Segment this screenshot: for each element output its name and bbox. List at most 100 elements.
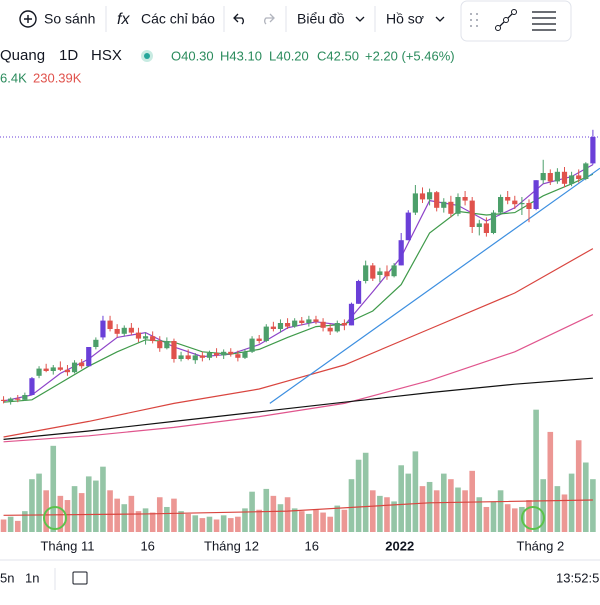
- volume-bar: [476, 497, 483, 532]
- volume-bar: [590, 479, 596, 532]
- range-button[interactable]: 5n: [0, 570, 14, 585]
- volume-bar: [171, 498, 177, 532]
- volume-ma-value: 230.39K: [33, 70, 82, 85]
- event-marker[interactable]: [521, 506, 545, 530]
- candle-body: [64, 369, 71, 373]
- volume-bar: [448, 479, 454, 532]
- volume-bar: [561, 494, 568, 532]
- redo-icon[interactable]: [264, 13, 275, 25]
- volume-bar: [7, 516, 14, 532]
- volume-bar: [185, 513, 191, 532]
- x-tick-label: 16: [304, 538, 318, 553]
- candle-body: [483, 223, 489, 233]
- candle-body: [178, 355, 184, 359]
- volume-bar: [306, 513, 312, 532]
- volume-bar: [213, 519, 220, 532]
- volume-bar: [242, 508, 248, 532]
- candle-body: [363, 265, 369, 281]
- x-tick-label: Tháng 11: [40, 538, 94, 553]
- compare-icon-plus: [24, 15, 32, 23]
- volume-bar: [433, 490, 440, 532]
- candle-body: [22, 395, 28, 400]
- volume-bar: [533, 409, 539, 532]
- candle-body: [93, 339, 99, 347]
- undo-icon[interactable]: [233, 13, 244, 25]
- profile-button[interactable]: Hồ sơ: [386, 11, 424, 27]
- volume-bar: [490, 501, 497, 532]
- volume-bar: [341, 509, 348, 532]
- volume-bar: [398, 465, 404, 532]
- volume-bar: [298, 511, 305, 532]
- candle-body: [192, 355, 198, 361]
- candle-body: [43, 368, 49, 371]
- candle-body: [547, 173, 553, 182]
- trendline-tool-dot: [495, 25, 501, 31]
- candle-body: [583, 163, 589, 179]
- candle-body: [29, 378, 35, 395]
- candle-body: [185, 355, 191, 359]
- volume-bar: [199, 518, 206, 532]
- volume-bar: [547, 431, 554, 532]
- candle-body: [391, 265, 397, 277]
- volume-bar: [575, 440, 582, 532]
- chevron: [435, 16, 445, 22]
- volume-bar: [362, 452, 369, 532]
- plot: Tháng 11 16 Tháng 12 16 2022 Tháng 2: [0, 129, 600, 553]
- range-button[interactable]: 1n: [25, 570, 39, 585]
- candle-body: [568, 175, 575, 184]
- candle-body: [249, 338, 255, 352]
- candle-body: [384, 271, 390, 277]
- candle-body: [50, 367, 56, 371]
- candle-body: [8, 398, 14, 401]
- fx-icon: fx: [117, 11, 130, 28]
- volume-bar: [14, 520, 21, 532]
- candle-body: [554, 171, 560, 182]
- volume-bar: [320, 512, 326, 532]
- volume-bar: [192, 515, 199, 532]
- drag-handle[interactable]: [470, 13, 478, 27]
- x-tick-label: Tháng 12: [204, 538, 259, 553]
- clock: 13:52:5: [556, 570, 599, 585]
- candle-body: [199, 355, 205, 358]
- compare-icon[interactable]: [19, 10, 37, 28]
- candle-body: [434, 192, 440, 208]
- candle-body: [71, 362, 78, 373]
- volume-bar: [227, 518, 234, 532]
- volume-bar: [469, 470, 475, 532]
- candle-body: [462, 197, 468, 201]
- candle-body: [419, 193, 426, 200]
- date-range-icon[interactable]: [72, 571, 88, 585]
- volume-bar: [164, 506, 170, 532]
- candle-body: [320, 321, 326, 328]
- candle-body: [221, 351, 227, 356]
- candle-body: [135, 332, 142, 339]
- volume-bar: [391, 501, 397, 532]
- event-marker[interactable]: [43, 506, 67, 530]
- volume-bar: [206, 516, 213, 532]
- candle-body: [441, 201, 447, 208]
- candle-body: [121, 327, 127, 334]
- volume-bar: [71, 486, 78, 532]
- volume-bar: [135, 511, 142, 532]
- volume-value: 6.4K: [0, 70, 27, 85]
- compare-button[interactable]: So sánh: [44, 11, 95, 27]
- chart-type-button[interactable]: Biểu đồ: [297, 11, 345, 27]
- volume-bar: [270, 495, 277, 532]
- volume-bar: [142, 508, 149, 532]
- volume-bar: [291, 508, 298, 532]
- candle-body: [114, 329, 120, 334]
- candle-body: [334, 323, 340, 332]
- candle-body: [270, 326, 276, 329]
- volume-bar: [526, 500, 532, 532]
- indicators-button[interactable]: Các chỉ báo: [141, 11, 215, 27]
- candle-body: [490, 212, 497, 233]
- x-tick-label: 16: [140, 538, 154, 553]
- fib-tool[interactable]: [532, 11, 556, 31]
- candle-body: [412, 193, 418, 213]
- volume-bar: [384, 497, 390, 532]
- candle-body: [469, 200, 475, 227]
- volume-bar: [568, 473, 575, 532]
- candle-body: [341, 323, 347, 326]
- volume-bar: [100, 466, 106, 532]
- candle-body: [57, 367, 63, 370]
